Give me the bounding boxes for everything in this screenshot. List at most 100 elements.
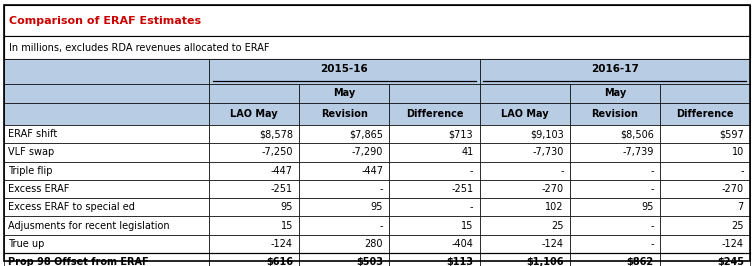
Text: -7,739: -7,739 (622, 147, 654, 157)
Bar (570, 161, 660, 180)
Text: Adjusments for recent legislation: Adjusments for recent legislation (8, 221, 170, 231)
Text: ERAF shift: ERAF shift (8, 129, 57, 139)
Bar (660, 180, 750, 198)
Bar (480, 103, 570, 125)
Text: May: May (604, 88, 626, 98)
Text: 15: 15 (461, 221, 474, 231)
Text: Prop 98 Offset from ERAF: Prop 98 Offset from ERAF (8, 257, 149, 266)
Bar (570, 217, 660, 235)
Bar (480, 253, 570, 266)
Text: Excess ERAF to special ed: Excess ERAF to special ed (8, 202, 135, 212)
Bar (480, 235, 570, 253)
Text: 15: 15 (280, 221, 293, 231)
Bar (570, 103, 660, 125)
Bar (660, 253, 750, 266)
Text: -447: -447 (361, 166, 383, 176)
Text: $9,103: $9,103 (530, 129, 563, 139)
Bar (4, 253, 209, 266)
Text: -: - (470, 166, 474, 176)
Text: -7,290: -7,290 (352, 147, 383, 157)
Text: -124: -124 (271, 239, 293, 249)
Text: -270: -270 (541, 184, 563, 194)
Text: -: - (740, 166, 744, 176)
Bar (4, 125, 209, 143)
Bar (660, 103, 750, 125)
Text: 95: 95 (371, 202, 383, 212)
Bar (389, 161, 480, 180)
Bar (389, 143, 480, 161)
Bar (389, 217, 480, 235)
Bar (389, 180, 480, 198)
Bar (570, 180, 660, 198)
Bar (4, 84, 209, 103)
Text: Triple flip: Triple flip (8, 166, 53, 176)
Bar (660, 125, 750, 143)
Text: $8,506: $8,506 (620, 129, 654, 139)
Bar (480, 59, 750, 84)
Bar (4, 180, 209, 198)
Bar (299, 161, 389, 180)
Bar (570, 253, 660, 266)
Text: -: - (650, 166, 654, 176)
Bar (480, 161, 570, 180)
Bar (4, 59, 209, 84)
Bar (480, 125, 570, 143)
Text: 7: 7 (737, 202, 744, 212)
Bar (389, 84, 480, 103)
Bar (209, 161, 299, 180)
Text: $113: $113 (446, 257, 474, 266)
Text: LAO May: LAO May (230, 109, 278, 119)
Bar (660, 235, 750, 253)
Text: Excess ERAF: Excess ERAF (8, 184, 69, 194)
Text: $862: $862 (627, 257, 654, 266)
Text: -404: -404 (452, 239, 474, 249)
Text: 2016-17: 2016-17 (591, 64, 639, 74)
Text: 25: 25 (551, 221, 563, 231)
Text: 10: 10 (731, 147, 744, 157)
Bar (660, 84, 750, 103)
Bar (209, 217, 299, 235)
Text: 95: 95 (280, 202, 293, 212)
Text: $1,106: $1,106 (526, 257, 563, 266)
Bar (389, 235, 480, 253)
Bar (4, 103, 209, 125)
Bar (570, 125, 660, 143)
Text: -: - (650, 221, 654, 231)
Bar (4, 161, 209, 180)
Bar (209, 103, 299, 125)
Bar (209, 59, 480, 84)
Text: -: - (379, 221, 383, 231)
Bar (570, 84, 660, 103)
Bar (4, 217, 209, 235)
Text: $597: $597 (719, 129, 744, 139)
Bar (299, 180, 389, 198)
Text: $503: $503 (356, 257, 383, 266)
Bar (389, 253, 480, 266)
Text: 95: 95 (642, 202, 654, 212)
Text: -: - (650, 184, 654, 194)
Text: True up: True up (8, 239, 44, 249)
Bar (480, 180, 570, 198)
Bar (299, 103, 389, 125)
Bar (660, 161, 750, 180)
Text: Difference: Difference (676, 109, 734, 119)
Text: -: - (379, 184, 383, 194)
Text: 280: 280 (365, 239, 383, 249)
Bar (209, 253, 299, 266)
Bar (209, 198, 299, 217)
Text: 41: 41 (461, 147, 474, 157)
Bar (4, 5, 750, 36)
Bar (570, 143, 660, 161)
Text: -270: -270 (722, 184, 744, 194)
Bar (4, 198, 209, 217)
Text: -7,730: -7,730 (532, 147, 563, 157)
Text: -251: -251 (451, 184, 474, 194)
Bar (299, 253, 389, 266)
Text: 2015-16: 2015-16 (320, 64, 368, 74)
Text: -251: -251 (271, 184, 293, 194)
Text: Revision: Revision (591, 109, 639, 119)
Text: Comparison of ERAF Estimates: Comparison of ERAF Estimates (9, 16, 201, 26)
Bar (209, 180, 299, 198)
Bar (299, 217, 389, 235)
Text: -: - (560, 166, 563, 176)
